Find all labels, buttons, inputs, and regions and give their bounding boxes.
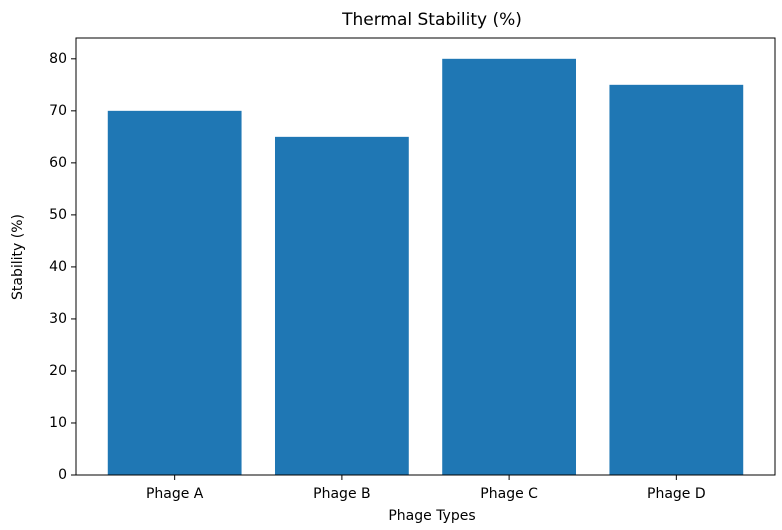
bar: [107, 110, 242, 475]
bar: [609, 84, 744, 476]
y-tick-label: 20: [49, 363, 67, 379]
chart-title: Thermal Stability (%): [341, 10, 522, 30]
plot-frame: [75, 37, 776, 476]
y-tick-label: 0: [58, 467, 67, 483]
y-axis-label: Stability (%): [10, 214, 26, 300]
y-tick-label: 10: [49, 415, 67, 431]
y-tick-label: 70: [49, 103, 67, 119]
x-axis-label: Phage Types: [388, 508, 475, 524]
y-tick-label: 40: [49, 259, 67, 275]
y-tick-label: 60: [49, 155, 67, 171]
y-tick-label: 30: [49, 311, 67, 327]
x-tick-label: Phage D: [647, 486, 706, 502]
x-tick-label: Phage B: [313, 486, 370, 502]
y-tick-label: 50: [49, 207, 67, 223]
bar: [274, 136, 409, 475]
x-tick-label: Phage C: [480, 486, 538, 502]
y-tick-label: 80: [49, 51, 67, 67]
x-tick-label: Phage A: [146, 486, 204, 502]
bar: [442, 58, 577, 476]
